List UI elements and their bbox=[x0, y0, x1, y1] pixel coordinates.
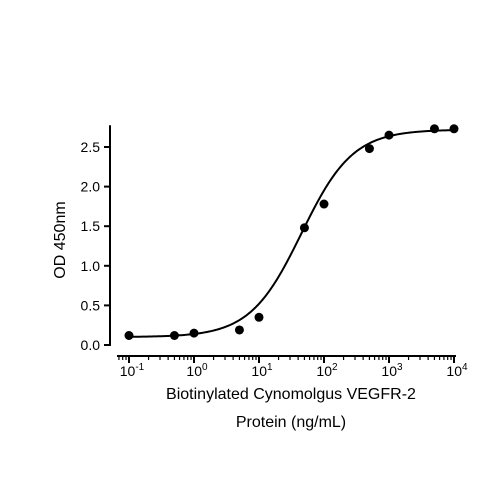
x-tick-label: 101 bbox=[251, 362, 273, 379]
y-tick-label: 2.5 bbox=[81, 139, 101, 155]
x-axis: 10-1 100 101 102 103 104 bbox=[117, 355, 468, 379]
data-point bbox=[124, 330, 134, 340]
x-axis-title-line1: Biotinylated Cynomolgus VEGFR-2 bbox=[166, 386, 416, 403]
data-point bbox=[169, 330, 179, 340]
data-point bbox=[429, 124, 439, 134]
x-axis-title-line2: Protein (ng/mL) bbox=[236, 414, 346, 431]
x-tick-exponent: 4 bbox=[462, 362, 468, 373]
data-point bbox=[319, 199, 329, 209]
data-point bbox=[449, 124, 459, 134]
data-points bbox=[124, 124, 459, 340]
x-tick-base: 10 bbox=[316, 363, 332, 379]
y-tick-label: 1.0 bbox=[81, 258, 101, 274]
x-tick-label: 10-1 bbox=[120, 362, 145, 379]
x-tick-label: 100 bbox=[186, 362, 208, 379]
x-tick-exponent: 0 bbox=[202, 362, 208, 373]
data-point bbox=[299, 223, 309, 233]
y-tick-label: 0.5 bbox=[81, 297, 101, 313]
y-tick-label: 0.0 bbox=[81, 337, 101, 353]
y-tick-label: 1.5 bbox=[81, 218, 101, 234]
x-tick-exponent: 1 bbox=[267, 362, 273, 373]
x-tick-label: 104 bbox=[446, 362, 468, 379]
fit-curve bbox=[128, 129, 455, 338]
data-point bbox=[384, 130, 394, 140]
x-tick-exponent: 2 bbox=[332, 362, 338, 373]
x-tick-base: 10 bbox=[251, 363, 267, 379]
data-point bbox=[364, 144, 374, 154]
x-tick-exponent: 3 bbox=[397, 362, 403, 373]
x-tick-exponent: -1 bbox=[135, 362, 144, 373]
y-axis-title: OD 450nm bbox=[52, 201, 69, 278]
x-tick-label: 103 bbox=[381, 362, 403, 379]
x-tick-label: 102 bbox=[316, 362, 338, 379]
x-tick-base: 10 bbox=[186, 363, 202, 379]
x-tick-base: 10 bbox=[381, 363, 397, 379]
x-tick-base: 10 bbox=[446, 363, 462, 379]
y-tick-label: 2.0 bbox=[81, 179, 101, 195]
x-tick-base: 10 bbox=[120, 363, 136, 379]
data-point bbox=[234, 325, 244, 335]
data-point bbox=[189, 328, 199, 338]
data-point bbox=[254, 312, 264, 322]
y-axis: 0.0 0.5 1.0 1.5 2.0 2.5 bbox=[81, 125, 111, 353]
